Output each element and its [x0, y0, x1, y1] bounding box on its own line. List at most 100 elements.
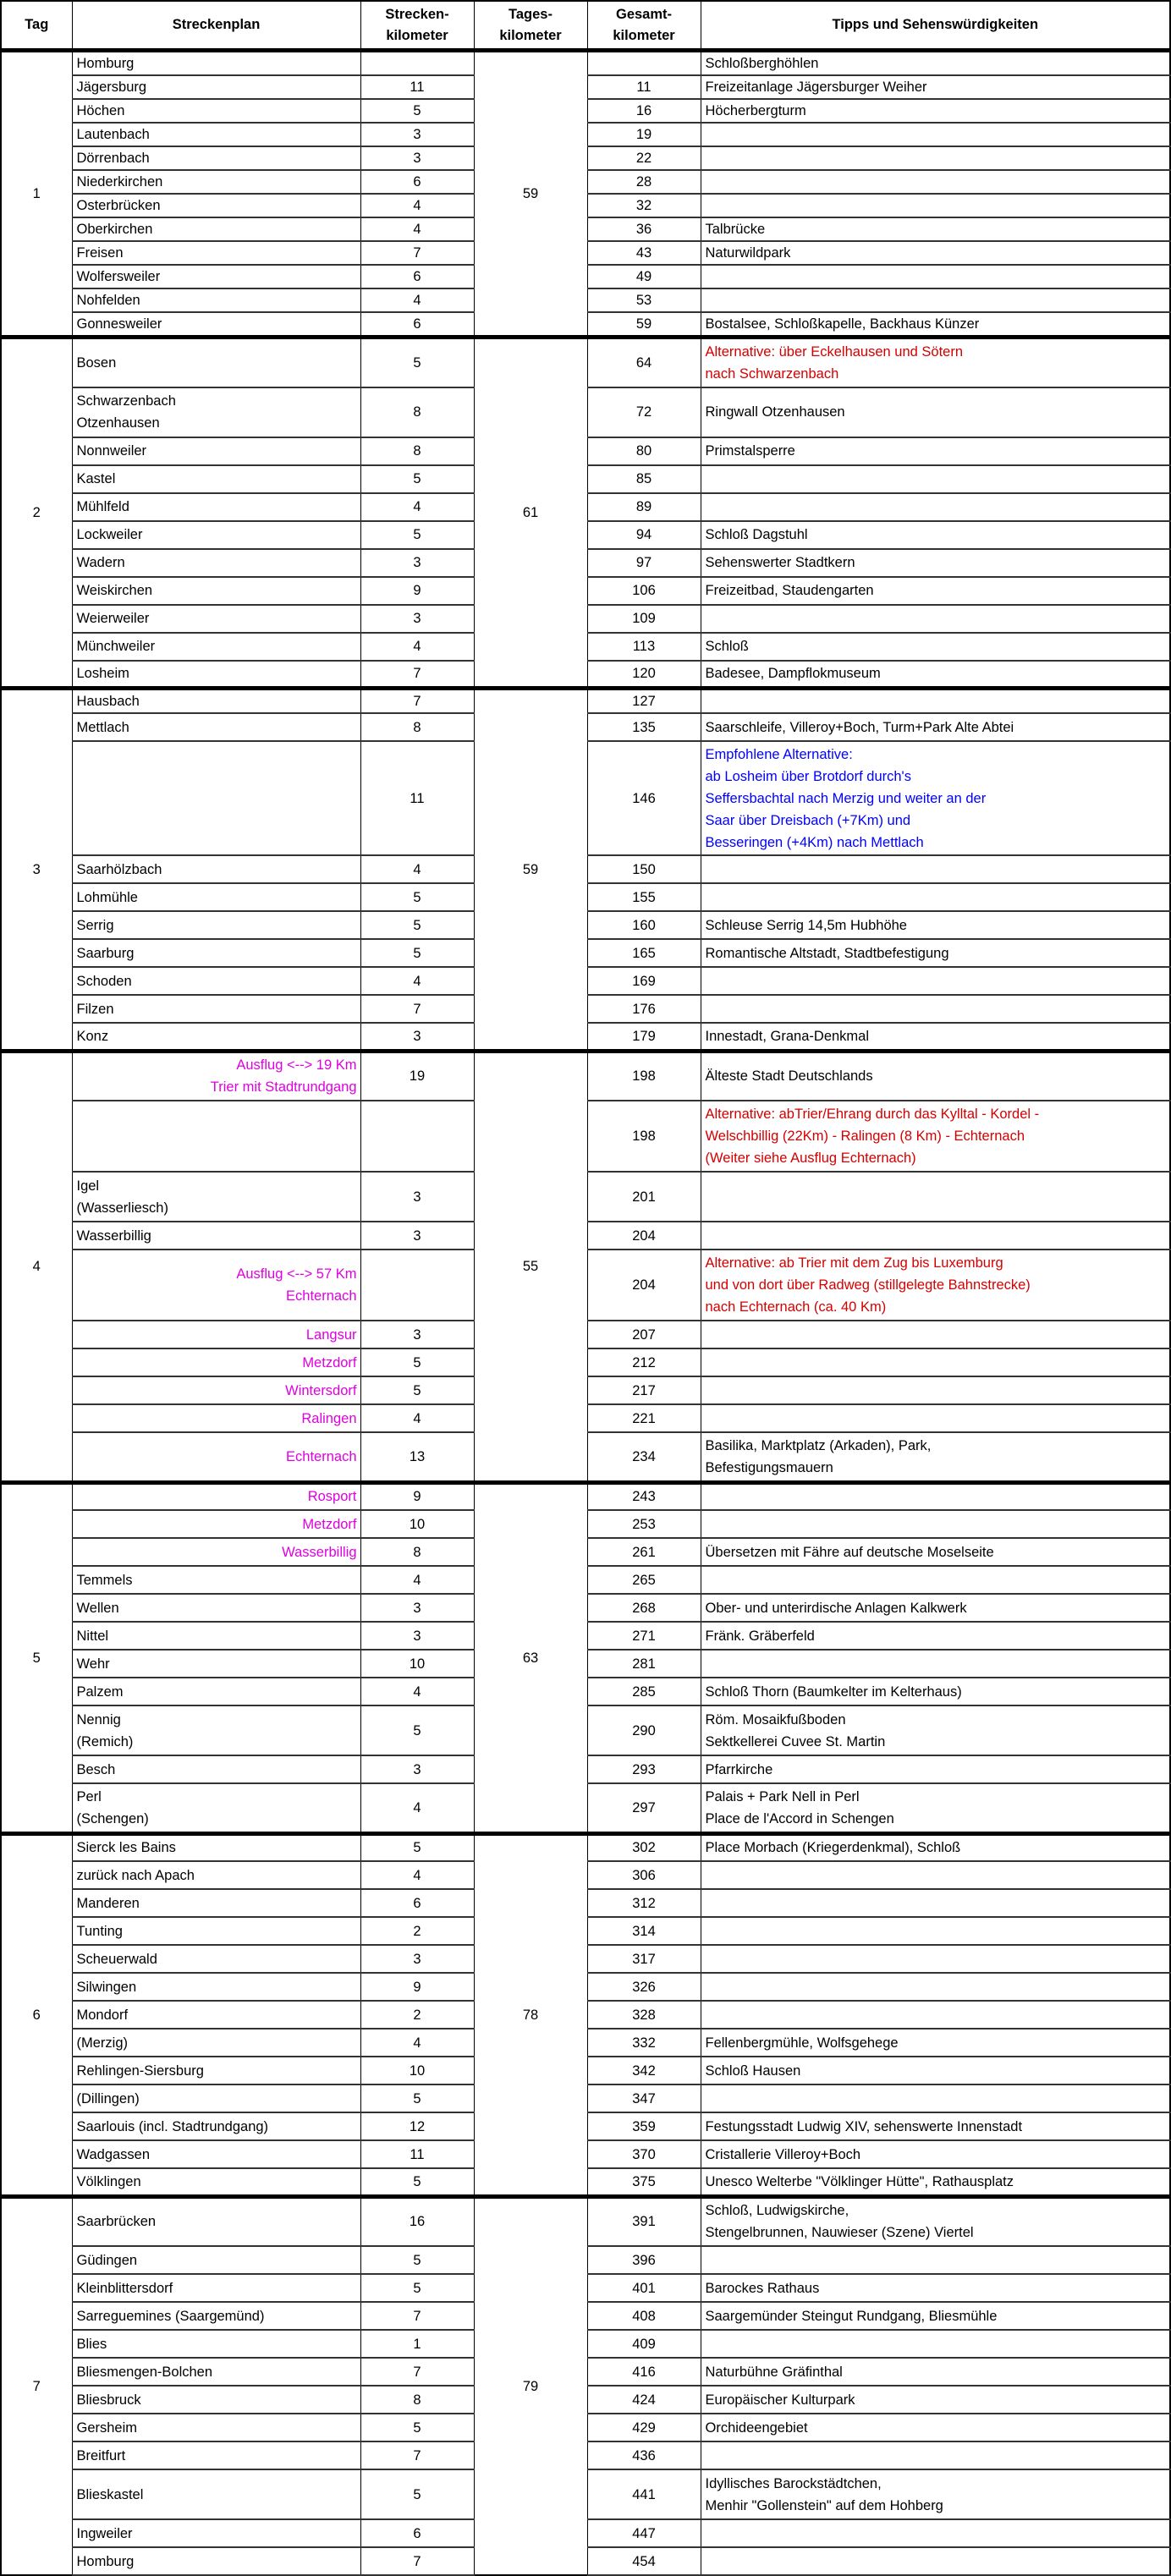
table-row: Münchweiler 4 113 Schloß [1, 632, 1171, 662]
stop-name: Freisen [71, 240, 361, 266]
header-tipps: Tipps und Sehenswürdigkeiten [700, 0, 1171, 52]
segment-km [360, 1100, 475, 1173]
table-row: Gonnesweiler 6 59 Bostalsee, Schloßkapelle,… [1, 311, 1171, 338]
table-row: (Merzig) 4 332 Fellenbergmühle, Wolfsgehege [1, 2028, 1171, 2057]
table-row: Höchen 5 16 Höcherbergturm [1, 98, 1171, 124]
tip: Schleuse Serrig 14,5m Hubhöhe [700, 910, 1171, 940]
total-km: 326 [586, 1972, 701, 2002]
table-row: Nennig (Remich) 5 290 Röm. Mosaikfußboden S… [1, 1705, 1171, 1756]
table-row: Metzdorf 10 253 [1, 1509, 1171, 1539]
total-km: 49 [586, 264, 701, 289]
segment-km: 3 [360, 604, 475, 634]
table-row: Freisen 7 43 Naturwildpark [1, 240, 1171, 266]
day-km: 59 [473, 686, 588, 1052]
total-km: 127 [586, 686, 701, 714]
tip [700, 966, 1171, 996]
tip [700, 994, 1171, 1024]
total-km: 408 [586, 2301, 701, 2331]
table-row: Scheuerwald 3 317 [1, 1944, 1171, 1974]
tip [700, 1888, 1171, 1918]
segment-km: 4 [360, 2028, 475, 2057]
tip [700, 1649, 1171, 1678]
tip [700, 2329, 1171, 2359]
segment-km: 7 [360, 2357, 475, 2387]
total-km: 155 [586, 882, 701, 912]
segment-km: 5 [360, 1376, 475, 1405]
table-row: Lockweiler 5 94 Schloß Dagstuhl [1, 520, 1171, 550]
table-row: Echternach 13 234 Basilika, Marktplatz (Ark… [1, 1431, 1171, 1483]
total-km: 447 [586, 2518, 701, 2548]
segment-km: 8 [360, 2385, 475, 2414]
segment-km: 11 [360, 74, 475, 100]
table-row: Mühlfeld 4 89 [1, 492, 1171, 522]
stop-name: Kastel [71, 464, 361, 494]
total-km: 160 [586, 910, 701, 940]
total-km: 16 [586, 98, 701, 124]
table-row: Metzdorf 5 212 [1, 1348, 1171, 1377]
table-row: Blies 1 409 [1, 2329, 1171, 2359]
total-km: 165 [586, 938, 701, 968]
segment-km: 6 [360, 169, 475, 195]
table-row: Schoden 4 169 [1, 966, 1171, 996]
total-km: 207 [586, 1320, 701, 1349]
stop-name: Nittel [71, 1621, 361, 1651]
segment-km: 3 [360, 548, 475, 578]
tip [700, 1565, 1171, 1595]
stop-name: Völklingen [71, 2167, 361, 2197]
segment-km: 8 [360, 1537, 475, 1567]
segment-km: 4 [360, 1782, 475, 1834]
table-row: Losheim 7 120 Badesee, Dampflokmuseum [1, 660, 1171, 689]
segment-km: 5 [360, 2469, 475, 2520]
stop-name: Wadern [71, 548, 361, 578]
segment-km: 7 [360, 240, 475, 266]
total-km: 328 [586, 2000, 701, 2029]
stop-name: Bosen [71, 335, 361, 388]
table-row: Wehr 10 281 [1, 1649, 1171, 1678]
tip [700, 1221, 1171, 1250]
stop-name: Losheim [71, 660, 361, 689]
segment-km: 4 [360, 1860, 475, 1890]
table-row: Schwarzenbach Otzenhausen 8 72 Ringwall Otz… [1, 387, 1171, 438]
segment-km: 3 [360, 1320, 475, 1349]
tip [700, 169, 1171, 195]
stop-name: Palzem [71, 1677, 361, 1706]
segment-km: 7 [360, 994, 475, 1024]
table-row: Ralingen 4 221 [1, 1403, 1171, 1433]
tip: Ober- und unterirdische Anlagen Kalkwerk [700, 1593, 1171, 1623]
stop-name: Langsur [71, 1320, 361, 1349]
table-row: Mondorf 2 328 [1, 2000, 1171, 2029]
total-km: 59 [586, 311, 701, 338]
segment-km: 5 [360, 464, 475, 494]
total-km: 424 [586, 2385, 701, 2414]
tip: Röm. Mosaikfußboden Sektkellerei Cuvee S… [700, 1705, 1171, 1756]
segment-km: 5 [360, 2245, 475, 2275]
stop-name: Wellen [71, 1593, 361, 1623]
tip: Fellenbergmühle, Wolfsgehege [700, 2028, 1171, 2057]
tip [700, 264, 1171, 289]
table-row: Igel (Wasserliesch) 3 201 [1, 1171, 1171, 1222]
segment-km: 3 [360, 1221, 475, 1250]
stop-name: Gersheim [71, 2413, 361, 2442]
header-strecken-km: Strecken- kilometer [360, 0, 475, 52]
total-km: 429 [586, 2413, 701, 2442]
tip: Ringwall Otzenhausen [700, 387, 1171, 438]
tip: Cristallerie Villeroy+Boch [700, 2139, 1171, 2169]
stop-name: (Dillingen) [71, 2084, 361, 2113]
table-row: Blieskastel 5 441 Idyllisches Barockstädtch… [1, 2469, 1171, 2520]
table-row: Rehlingen-Siersburg 10 342 Schloß Hausen [1, 2056, 1171, 2085]
segment-km: 11 [360, 2139, 475, 2169]
stop-name: Weiskirchen [71, 576, 361, 606]
table-row: Völklingen 5 375 Unesco Welterbe "Völklinge… [1, 2167, 1171, 2197]
stop-name: Filzen [71, 994, 361, 1024]
day-km: 78 [473, 1831, 588, 2197]
segment-km: 1 [360, 2329, 475, 2359]
tip [700, 2084, 1171, 2113]
total-km: 22 [586, 146, 701, 171]
tip: Älteste Stadt Deutschlands [700, 1048, 1171, 1101]
segment-km: 10 [360, 1649, 475, 1678]
table-row: Saarhölzbach 4 150 [1, 854, 1171, 884]
table-row: Mettlach 8 135 Saarschleife, Villeroy+Boch,… [1, 712, 1171, 742]
table-row: Serrig 5 160 Schleuse Serrig 14,5m Hubhöhe [1, 910, 1171, 940]
total-km: 317 [586, 1944, 701, 1974]
tip: Badesee, Dampflokmuseum [700, 660, 1171, 689]
